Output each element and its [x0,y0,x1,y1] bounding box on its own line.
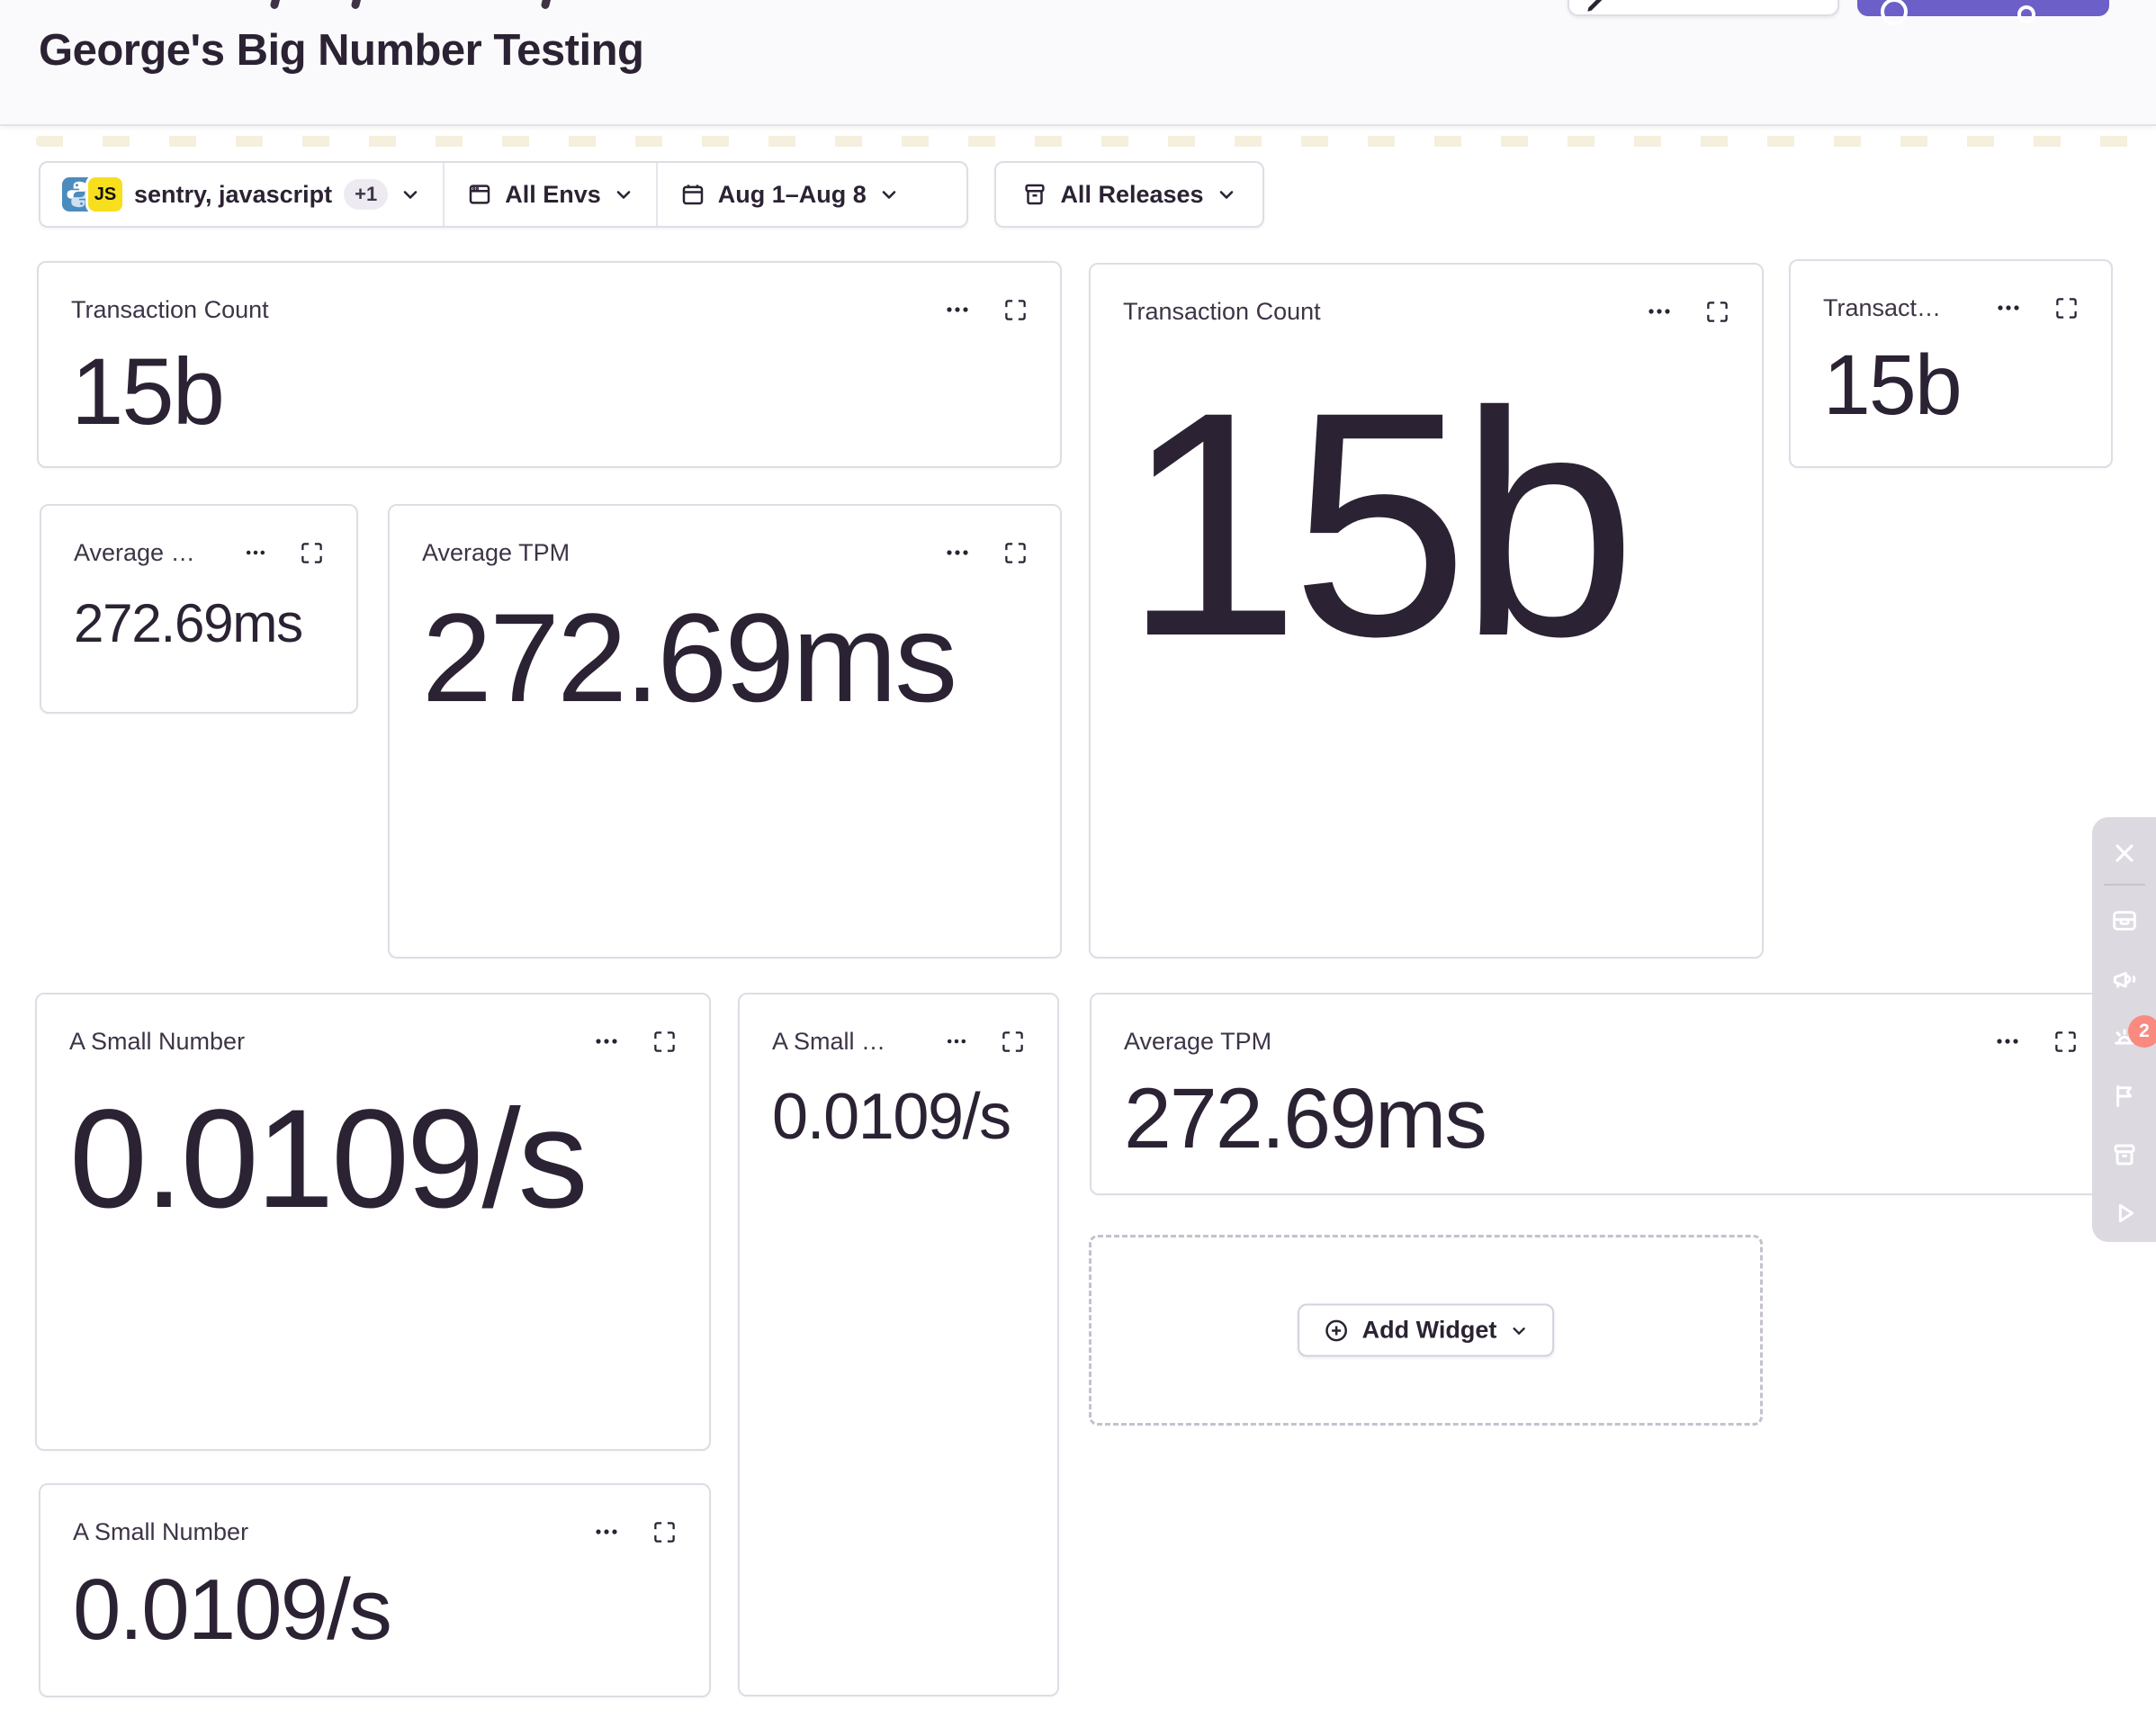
widget-value: 272.69ms [74,593,303,653]
inbox-button[interactable] [2092,891,2156,950]
widget-menu-button[interactable] [244,542,267,563]
widget-title: Average TPM [1124,1027,1272,1055]
button-glyph [2017,5,2035,23]
header: George's Big Number Testing [0,0,2156,126]
plus-circle-icon [1323,1317,1350,1344]
inbox-icon [2110,906,2139,935]
play-icon [2110,1199,2139,1228]
page-title: George's Big Number Testing [39,26,644,75]
chevron-down-icon [878,184,900,205]
close-toolbar-button[interactable] [2092,828,2156,878]
close-icon [2110,839,2139,868]
widget-value: 0.0109/s [772,1081,1011,1153]
project-overflow-badge: +1 [344,179,389,210]
environment-filter-label: All Envs [505,180,601,208]
filter-bar: JS sentry, javascript +1 All Envs Aug 1–… [39,161,968,228]
chevron-down-icon [613,184,634,205]
date-range-filter-label: Aug 1–Aug 8 [717,180,867,208]
widget-expand-button[interactable] [2053,1030,2078,1054]
widget-average-duration-small[interactable]: Average … 272.69ms [40,504,358,714]
widget-transaction-count[interactable]: Transaction Count 15b [37,261,1062,468]
add-widget-button[interactable]: Add Widget [1297,1303,1555,1357]
widget-title: Transaction Count [71,295,269,323]
flag-icon [2110,1082,2139,1111]
flag-button[interactable] [2092,1066,2156,1125]
widget-value: 0.0109/s [73,1562,392,1658]
widget-value: 15b [1123,346,1637,703]
widget-title: A Small Number [73,1517,249,1545]
widget-menu-button[interactable] [593,1520,620,1544]
widget-expand-button[interactable] [1003,298,1028,322]
widget-expand-button[interactable] [652,1520,677,1544]
widget-title: A Small … [772,1027,886,1055]
widget-expand-button[interactable] [1705,300,1729,324]
widget-menu-button[interactable] [1646,300,1673,323]
widget-expand-button[interactable] [1001,1030,1025,1054]
widget-expand-button[interactable] [300,541,324,565]
widget-title: Transact… [1823,293,1942,321]
edit-dashboard-button[interactable] [1568,0,1839,16]
chevron-down-icon [1509,1320,1529,1340]
release-filter-label: All Releases [1060,180,1204,208]
calendar-icon [679,181,706,208]
archive-button[interactable] [2092,1125,2156,1184]
widget-menu-button[interactable] [1995,296,2022,320]
widget-menu-button[interactable] [1994,1030,2021,1053]
drop-indicator-dashes [36,136,2156,147]
project-filter[interactable]: JS sentry, javascript +1 [40,163,443,226]
widget-value: 272.69ms [1124,1071,1487,1166]
release-filter[interactable]: All Releases [994,161,1264,228]
archive-box-icon [2110,1140,2139,1169]
widget-value: 15b [71,339,225,445]
widget-expand-button[interactable] [2054,296,2079,320]
window-icon [466,181,493,208]
divider [655,163,658,226]
add-widget-label: Add Widget [1361,1316,1497,1344]
widget-value: 0.0109/s [69,1081,588,1238]
widget-expand-button[interactable] [652,1030,677,1054]
widget-menu-button[interactable] [945,1030,968,1052]
floating-toolbar: 2 [2092,817,2156,1242]
megaphone-icon [2110,965,2139,994]
breadcrumb [540,0,552,10]
releases-box-icon [1021,181,1048,208]
environment-filter[interactable]: All Envs [445,163,656,226]
widget-transaction-count-large[interactable]: Transaction Count 15b [1089,263,1764,958]
button-icon [1881,0,1908,25]
toolbar-divider [2104,884,2145,886]
date-range-filter[interactable]: Aug 1–Aug 8 [658,163,921,226]
alerts-button[interactable]: 2 [2092,1008,2156,1066]
widget-menu-button[interactable] [944,298,971,321]
divider [443,163,445,226]
primary-action-button[interactable] [1857,0,2109,25]
widget-a-small-number-narrow[interactable]: A Small … 0.0109/s [738,993,1059,1696]
widget-transaction-count-small[interactable]: Transact… 15b [1789,259,2113,468]
chevron-down-icon [1216,184,1237,205]
chevron-down-icon [400,184,421,205]
widget-average-tpm-wide[interactable]: Average TPM 272.69ms [1090,993,2112,1195]
project-filter-label: sentry, javascript [134,180,333,208]
widget-a-small-number-bottom[interactable]: A Small Number 0.0109/s [39,1483,711,1697]
widget-title: Average TPM [422,538,570,566]
javascript-icon: JS [88,177,122,212]
widget-title: A Small Number [69,1027,246,1055]
widget-a-small-number[interactable]: A Small Number 0.0109/s [35,993,711,1451]
widget-menu-button[interactable] [944,541,971,564]
megaphone-button[interactable] [2092,950,2156,1008]
widget-title: Transaction Count [1123,297,1321,325]
play-button[interactable] [2092,1184,2156,1242]
widget-menu-button[interactable] [593,1030,620,1053]
alerts-count-badge: 2 [2128,1015,2156,1048]
breadcrumb [269,0,281,10]
widget-title: Average … [74,538,195,566]
breadcrumb [350,0,362,10]
add-widget-panel: Add Widget [1089,1235,1763,1426]
widget-value: 15b [1823,338,1963,433]
widget-expand-button[interactable] [1003,541,1028,565]
widget-average-tpm[interactable]: Average TPM 272.69ms [388,504,1062,958]
pencil-icon [1584,0,1607,14]
widget-value: 272.69ms [422,587,957,728]
